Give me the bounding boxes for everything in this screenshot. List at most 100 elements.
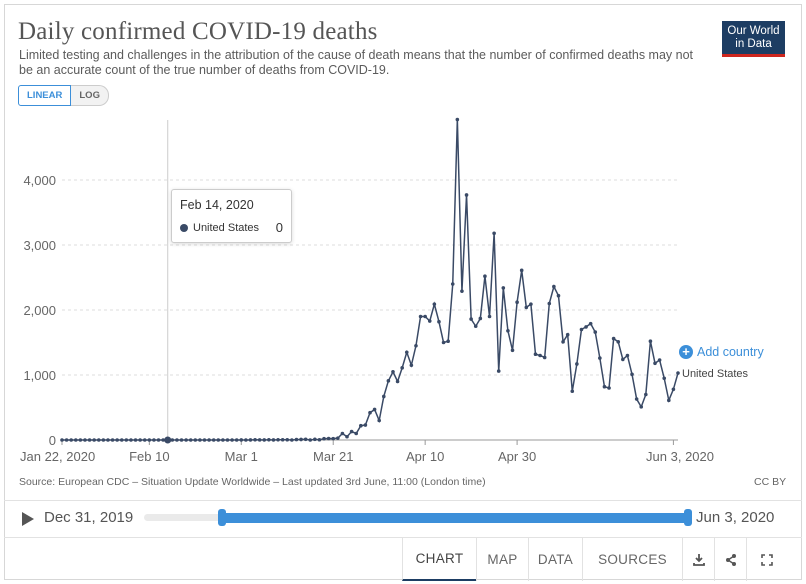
add-country-label: Add country — [697, 345, 764, 359]
data-point — [611, 336, 616, 341]
data-point — [515, 300, 519, 305]
log-scale-button[interactable]: LOG — [71, 85, 109, 106]
play-icon[interactable] — [22, 512, 34, 526]
data-point — [299, 437, 303, 442]
data-point — [175, 438, 179, 442]
data-point — [262, 438, 267, 442]
license-link[interactable]: CC BY — [754, 476, 787, 488]
data-point — [170, 438, 175, 442]
data-point — [336, 436, 340, 440]
data-point — [501, 286, 506, 290]
data-point — [423, 314, 427, 319]
owid-logo[interactable]: Our World in Data — [722, 21, 785, 57]
data-point — [607, 386, 611, 390]
data-point — [538, 353, 542, 358]
data-point — [69, 438, 73, 442]
series-end-label[interactable]: United States — [682, 368, 749, 380]
data-point — [437, 319, 441, 324]
data-point — [106, 438, 110, 442]
data-point — [216, 438, 221, 442]
timeline-selected-range — [220, 513, 690, 523]
data-point — [639, 405, 644, 409]
data-point — [78, 438, 83, 442]
data-point — [644, 392, 648, 397]
data-point — [147, 438, 152, 442]
add-country-button[interactable]: + Add country — [679, 345, 764, 359]
timeline-end-handle[interactable] — [684, 509, 692, 526]
data-point — [409, 363, 414, 368]
data-point — [253, 438, 257, 442]
data-point — [326, 436, 331, 441]
data-point — [598, 356, 602, 360]
data-point — [142, 438, 147, 442]
tab-data[interactable]: DATA — [528, 538, 582, 581]
timeline-start-handle[interactable] — [218, 509, 227, 526]
timeline-end-date: Jun 3, 2020 — [696, 509, 775, 526]
data-point — [211, 438, 216, 442]
x-tick-label: Mar 1 — [225, 449, 258, 464]
data-point — [616, 340, 621, 344]
data-point — [184, 438, 188, 442]
data-point — [64, 438, 69, 442]
line-chart[interactable]: 0 1,000 2,000 3,000 4,000 Jan 22, 2020 Feb 10… — [0, 0, 806, 500]
data-point — [432, 302, 437, 306]
fullscreen-icon[interactable] — [746, 538, 786, 581]
tab-map[interactable]: MAP — [476, 538, 528, 581]
data-point — [519, 268, 524, 273]
data-point — [662, 376, 667, 381]
tab-chart[interactable]: CHART — [402, 538, 476, 581]
data-point — [524, 305, 529, 310]
data-point — [478, 316, 483, 321]
scale-toggle: LINEAR LOG — [18, 85, 109, 106]
data-point — [496, 369, 501, 373]
data-point — [414, 343, 418, 348]
tooltip-value: 0 — [275, 220, 283, 235]
chart-subtitle: Limited testing and challenges in the at… — [19, 48, 694, 77]
data-point — [395, 379, 400, 384]
tooltip-date: Feb 14, 2020 — [180, 198, 254, 212]
source-note[interactable]: Source: European CDC – Situation Update … — [19, 476, 486, 488]
data-point — [244, 438, 248, 442]
data-point — [193, 438, 198, 442]
timeline-start-date: Dec 31, 2019 — [44, 509, 134, 526]
data-point — [179, 438, 184, 442]
data-point — [533, 352, 538, 357]
share-icon[interactable] — [714, 538, 746, 581]
data-point — [188, 438, 193, 442]
x-tick-label: Jun 3, 2020 — [646, 449, 714, 464]
data-point — [87, 438, 92, 442]
data-point — [83, 438, 87, 442]
data-point — [285, 437, 290, 442]
data-point — [340, 431, 345, 436]
data-point — [625, 353, 630, 358]
chart-frame — [4, 4, 802, 580]
data-point — [464, 193, 469, 197]
data-point — [124, 438, 129, 442]
x-axis-ticks: Jan 22, 2020 Feb 10 Mar 1 Mar 21 Apr 10 Apr 3… — [20, 440, 714, 464]
download-icon[interactable] — [682, 538, 714, 581]
data-point — [73, 438, 78, 442]
data-point — [161, 438, 165, 442]
data-point — [391, 369, 395, 374]
tab-sources[interactable]: SOURCES — [582, 538, 682, 581]
data-point — [129, 438, 133, 442]
data-point — [483, 274, 487, 279]
data-point — [156, 438, 161, 442]
series-line-united-states — [62, 119, 679, 441]
data-point — [621, 357, 625, 362]
data-point — [239, 438, 244, 442]
y-tick-label: 4,000 — [23, 173, 56, 188]
data-point — [363, 423, 368, 427]
data-point — [492, 231, 496, 236]
data-point — [303, 437, 308, 442]
data-point — [556, 293, 561, 298]
data-point — [248, 438, 253, 442]
chart-title: Daily confirmed COVID-19 deaths — [18, 18, 378, 45]
data-point — [257, 438, 262, 442]
data-point — [313, 437, 317, 442]
data-point — [667, 398, 671, 403]
data-point — [267, 438, 271, 442]
linear-scale-button[interactable]: LINEAR — [18, 85, 72, 106]
data-point — [441, 340, 446, 345]
data-point — [506, 329, 510, 333]
